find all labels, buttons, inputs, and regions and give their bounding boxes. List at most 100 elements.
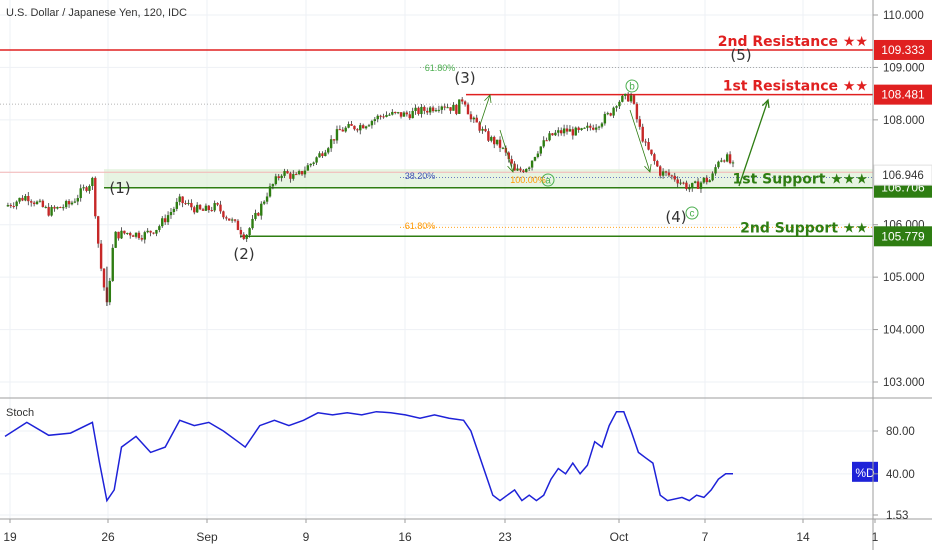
candle-body [548, 133, 551, 141]
level-label-1: 1st Resistance ★★ [723, 79, 868, 95]
candle-body [574, 127, 577, 136]
candle-body [309, 163, 312, 166]
candle-body [321, 153, 324, 157]
swing-arrow-2 [499, 129, 514, 173]
candle-body [271, 184, 275, 187]
candle-body [498, 139, 502, 148]
candle-body [129, 232, 132, 236]
candle-body [725, 154, 729, 162]
abc-label-a: a [545, 176, 551, 187]
candle-body [184, 203, 187, 205]
stoch-d-tag [852, 461, 878, 482]
y-tick-label: 109.000 [883, 62, 925, 74]
candle-body [254, 212, 257, 219]
stoch-line [4, 410, 733, 503]
candle-body [364, 126, 368, 129]
candle-body [487, 131, 490, 141]
candle-body [542, 140, 545, 147]
stoch-d-label: %D [855, 466, 875, 480]
fib-label-3: 61.80% [405, 221, 436, 231]
candle-body [265, 196, 269, 202]
candle-body [219, 204, 222, 212]
projection-arrow-head [761, 98, 770, 109]
swing-arrow-3 [629, 109, 651, 173]
candle-body [85, 187, 88, 191]
candle-body [475, 117, 478, 123]
candle-body [318, 153, 321, 158]
candle-body [458, 99, 461, 114]
candle-body [79, 188, 82, 199]
candle-body [96, 216, 100, 244]
candle-body [632, 95, 636, 104]
candle-body [222, 211, 225, 218]
candle-body [193, 207, 196, 213]
candle-body [274, 176, 278, 185]
candle-body [530, 160, 534, 168]
abc-circle-c [685, 206, 699, 220]
candle-body [452, 104, 455, 111]
candle-body [134, 232, 138, 237]
candle-body [691, 182, 694, 189]
candle-body [99, 243, 103, 269]
candle-body [236, 220, 240, 230]
swing-arrow-3-head [644, 164, 652, 173]
candle-body [175, 201, 179, 209]
candle-body [286, 171, 289, 174]
candle-body [428, 107, 432, 113]
candle-body [30, 201, 33, 203]
candle-body [76, 198, 79, 202]
candle-body [411, 110, 414, 119]
candle-body [292, 174, 295, 179]
candle-body [702, 177, 706, 183]
current-price-text: 106.946 [882, 170, 924, 182]
candle-body [621, 95, 624, 102]
candle-body [472, 117, 476, 120]
price-tag-text-3: 105.779 [881, 229, 925, 243]
candle-body [696, 181, 700, 189]
stoch-panel: %D [4, 410, 878, 503]
candle-body [434, 110, 438, 112]
candle-body [638, 119, 642, 127]
candle-body [659, 166, 662, 176]
candle-body [676, 179, 679, 184]
candle-body [586, 125, 589, 128]
abc-label-b: b [629, 82, 635, 93]
candle-body [513, 163, 516, 171]
candle-body [600, 123, 604, 127]
candle-body [656, 161, 659, 167]
candle-body [527, 167, 531, 169]
candle-body [717, 161, 720, 168]
candle-body [583, 127, 586, 129]
candle-body [70, 202, 74, 205]
level-label-0: 2nd Resistance ★★ [718, 34, 868, 50]
candle-body [56, 207, 59, 209]
candle-body [385, 114, 388, 117]
candle-body [670, 175, 674, 177]
x-tick-label: 9 [303, 530, 310, 544]
candle-body [9, 205, 13, 207]
candle-body [59, 207, 62, 209]
candle-body [137, 232, 141, 239]
candle-body [353, 125, 356, 130]
candle-body [283, 171, 286, 176]
candle-body [143, 232, 146, 240]
x-tick-label: 7 [702, 530, 709, 544]
candle-body [723, 160, 726, 162]
candle-body [495, 139, 499, 145]
candle-body [131, 235, 135, 237]
candle-body [379, 115, 382, 117]
candle-body [152, 232, 155, 234]
candle-body [557, 130, 560, 133]
candle-body [367, 125, 371, 127]
chart-title: U.S. Dollar / Japanese Yen, 120, IDC [6, 7, 187, 19]
candle-body [539, 146, 543, 154]
candle-body [108, 280, 112, 303]
stoch-tick-label: 80.00 [886, 426, 915, 438]
stoch-label: Stoch [6, 407, 34, 419]
candle-body [32, 202, 36, 205]
candle-body [35, 201, 39, 205]
candle-body [618, 101, 621, 107]
x-tick-label: 16 [398, 530, 412, 544]
candle-body [388, 114, 391, 116]
candle-body [361, 125, 365, 129]
